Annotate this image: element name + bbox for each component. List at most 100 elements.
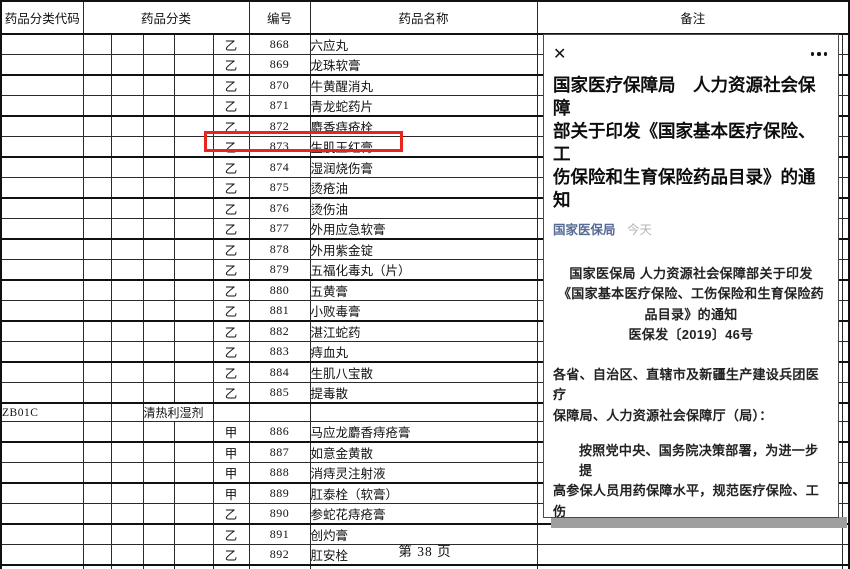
cell-sub <box>142 197 175 219</box>
cell-sub <box>142 218 175 240</box>
cell-number: 888 <box>248 462 311 484</box>
cell-sub <box>142 421 175 443</box>
cell-class-ab: 乙 <box>212 320 250 342</box>
notice-popup: ✕ 国家医疗保障局 人力资源社会保障 部关于印发《国家基本医疗保险、工 伤保险和生育… <box>543 34 839 518</box>
source-account[interactable]: 国家医保局 <box>553 223 616 237</box>
cell-class-ab: 乙 <box>212 33 250 55</box>
cell-class-code <box>0 361 84 383</box>
cell-sub <box>173 197 214 219</box>
cell-sub <box>173 382 214 404</box>
popup-shadow <box>551 517 847 528</box>
cell-number: 889 <box>248 482 311 504</box>
paragraph-line: 高参保人员用药保障水平，规范医疗保险、工伤 <box>553 483 820 518</box>
cell-number: 874 <box>248 156 311 178</box>
cell-number: 884 <box>248 361 311 383</box>
cell-edge <box>841 421 850 443</box>
cell-sub <box>142 279 175 301</box>
table-header-row: 药品分类代码 药品分类 编号 药品名称 备注 <box>0 0 850 35</box>
cell-class-ab: 乙 <box>212 177 250 199</box>
doc-title-line: 《国家基本医疗保险、工伤保险和生育保险药 <box>557 286 824 302</box>
cell-sub <box>110 382 144 404</box>
cell-sub <box>110 402 144 422</box>
cell-class-ab: 乙 <box>212 54 250 76</box>
cell-class-code <box>0 156 84 178</box>
cell-sub <box>142 441 175 463</box>
table-row: 乙893槐榆清热止血胶囊 <box>0 564 850 569</box>
doc-title-line: 国家医保局 人力资源社会保障部关于印发 <box>569 266 813 281</box>
cell-drug-name: 马应龙麝香痔疮膏 <box>309 421 538 443</box>
cell-edge <box>841 544 850 566</box>
cell-drug-name <box>309 402 538 422</box>
cell-drug-name: 生肌八宝散 <box>309 361 538 383</box>
cell-sub <box>110 218 144 240</box>
cell-category: 清热利湿剂 <box>142 402 214 422</box>
cell-class-ab: 乙 <box>212 259 250 281</box>
cell-class-ab: 乙 <box>212 279 250 301</box>
cell-edge <box>841 33 850 55</box>
cell-sub <box>173 33 214 55</box>
doc-title-line: 医保发〔2019〕46号 <box>628 326 754 342</box>
cell-class-ab: 甲 <box>212 462 250 484</box>
cell-edge <box>841 564 850 569</box>
cell-sub <box>142 503 175 525</box>
cell-number: 870 <box>248 74 311 96</box>
article-title-line: 国家医疗保障局 人力资源社会保障 <box>553 75 816 118</box>
close-icon[interactable]: ✕ <box>553 44 567 63</box>
cell-class-ab <box>212 402 250 422</box>
cell-number: 875 <box>248 177 311 199</box>
cell-class-code <box>0 564 84 569</box>
cell-sub <box>173 361 214 383</box>
popup-topbar: ✕ <box>553 35 829 66</box>
cell-sub <box>82 218 112 240</box>
cell-class-ab: 乙 <box>212 197 250 219</box>
cell-edge <box>841 279 850 301</box>
cell-sub <box>110 95 144 117</box>
cell-edge <box>841 441 850 463</box>
cell-sub <box>82 259 112 281</box>
header-name: 药品名称 <box>309 0 538 35</box>
cell-sub <box>173 177 214 199</box>
cell-number: 879 <box>248 259 311 281</box>
cell-drug-name: 参蛇花痔疮膏 <box>309 503 538 525</box>
cell-sub <box>110 259 144 281</box>
cell-class-ab: 乙 <box>212 503 250 525</box>
cell-sub <box>142 33 175 55</box>
cell-class-code <box>0 462 84 484</box>
cell-sub <box>173 564 214 569</box>
cell-sub <box>110 279 144 301</box>
cell-drug-name: 肛泰栓（软膏） <box>309 482 538 504</box>
salutation-block: 各省、自治区、直辖市及新疆生产建设兵团医疗 保障局、人力资源社会保障厅（局）： <box>553 365 829 426</box>
cell-sub <box>82 320 112 342</box>
cell-sub <box>142 74 175 96</box>
cell-edge <box>841 197 850 219</box>
cell-sub <box>110 300 144 322</box>
cell-sub <box>142 156 175 178</box>
cell-sub <box>82 402 112 422</box>
cell-sub <box>110 320 144 342</box>
salutation-line: 各省、自治区、直辖市及新疆生产建设兵团医疗 <box>553 367 820 403</box>
cell-class-code <box>0 482 84 504</box>
cell-sub <box>142 95 175 117</box>
table-row: 乙 892 肛安栓 <box>0 544 850 566</box>
cell-drug-name: 提毒散 <box>309 382 538 404</box>
cell-sub <box>110 74 144 96</box>
cell-sub <box>82 441 112 463</box>
cell-edge <box>841 95 850 117</box>
cell-edge <box>841 462 850 484</box>
cell-sub <box>173 259 214 281</box>
more-options-icon[interactable] <box>810 52 830 56</box>
cell-drug-name: 外用紫金锭 <box>309 238 538 260</box>
cell-sub <box>110 177 144 199</box>
cell-edge <box>841 115 850 137</box>
cell-drug-name: 青龙蛇药片 <box>309 95 538 117</box>
cell-drug-name: 烫疮油 <box>309 177 538 199</box>
header-remark: 备注 <box>536 0 850 35</box>
cell-sub <box>82 54 112 76</box>
cell-number: 887 <box>248 441 311 463</box>
cell-sub <box>110 361 144 383</box>
cell-sub <box>142 238 175 260</box>
cell-class-ab: 乙 <box>212 95 250 117</box>
cell-number: 885 <box>248 382 311 404</box>
cell-edge <box>841 156 850 178</box>
cell-sub <box>142 54 175 76</box>
